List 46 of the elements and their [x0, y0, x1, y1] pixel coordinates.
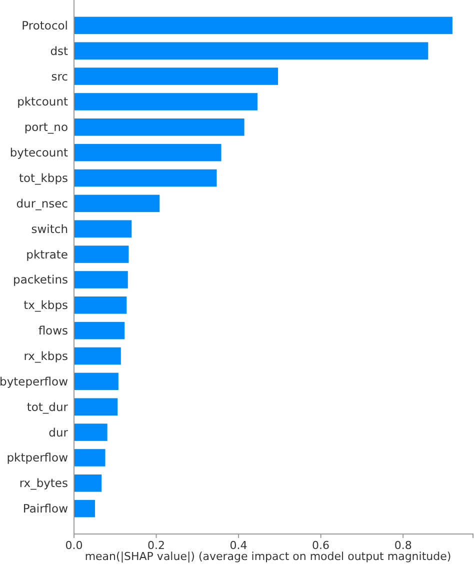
bar — [74, 449, 106, 466]
x-tick-label: 0.2 — [148, 538, 166, 552]
y-tick-label: tot_dur — [26, 400, 68, 414]
bar — [74, 144, 222, 162]
bar — [74, 42, 428, 60]
bar — [74, 398, 118, 416]
y-tick-label: rx_kbps — [24, 349, 68, 364]
x-tick-label: 0.0 — [65, 538, 83, 552]
y-tick-label: src — [51, 69, 68, 84]
y-tick-label: pktcount — [17, 94, 68, 109]
x-tick-label: 0.6 — [312, 538, 330, 552]
bar — [74, 474, 102, 492]
y-tick-label: pktperflow — [6, 450, 68, 465]
y-tick-label: packetins — [13, 272, 68, 287]
bar — [74, 372, 118, 390]
y-tick-label: switch — [31, 222, 68, 236]
y-tick-label: port_no — [24, 120, 68, 134]
y-tick-label: dur — [48, 425, 68, 440]
bar — [74, 296, 127, 314]
bar — [74, 500, 95, 518]
x-tick-label: 0.4 — [230, 538, 248, 552]
bar — [74, 271, 128, 288]
y-tick-label: bytecount — [10, 146, 68, 160]
bar — [74, 424, 108, 441]
y-tick-label: dur_nsec — [16, 196, 68, 210]
y-tick-label: dst — [50, 44, 68, 58]
bar — [74, 118, 244, 136]
bar — [74, 16, 452, 34]
x-axis-title: mean(|SHAP value|) (average impact on model output magnitude) — [84, 550, 452, 563]
bar — [74, 68, 278, 85]
y-tick-label: tot_kbps — [18, 171, 68, 186]
bar — [74, 322, 125, 340]
y-tick-label: Protocol — [22, 18, 68, 32]
y-tick-label: tx_kbps — [24, 298, 68, 312]
bar — [74, 220, 132, 238]
y-tick-label: byteperflow — [0, 374, 68, 388]
bar — [74, 93, 258, 110]
bar — [74, 194, 160, 212]
y-tick-label: Pairflow — [22, 502, 68, 516]
y-tick-label: pktrate — [26, 247, 68, 262]
y-tick-label: flows — [38, 324, 68, 338]
bar — [74, 347, 121, 365]
bar — [74, 246, 129, 263]
x-tick-label: 0.8 — [394, 538, 412, 552]
bar — [74, 169, 217, 187]
y-tick-label: rx_bytes — [19, 476, 68, 490]
